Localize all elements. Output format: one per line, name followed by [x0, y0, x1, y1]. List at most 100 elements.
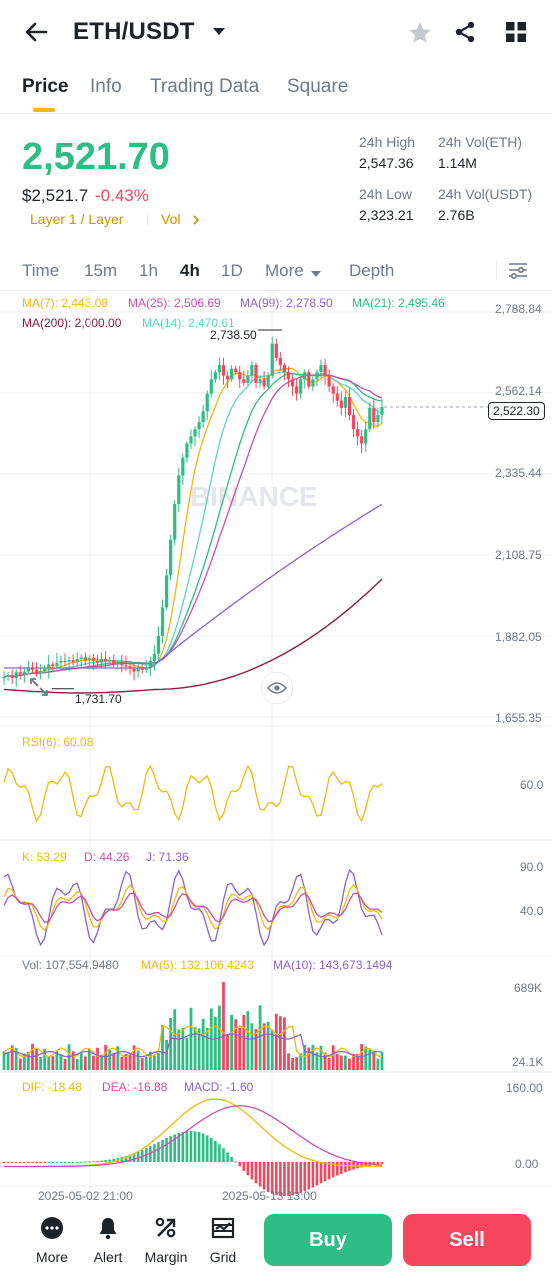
volume-bar — [193, 1027, 197, 1070]
kline-chart[interactable]: BINANCE — [0, 290, 552, 1202]
macd-bar — [209, 1137, 213, 1162]
layout-button[interactable] — [505, 21, 527, 48]
tf-more[interactable]: More — [265, 261, 304, 280]
candle — [51, 664, 55, 667]
candle — [59, 660, 63, 663]
macd-bar — [92, 1161, 95, 1163]
candle — [108, 660, 112, 662]
macd-bar — [14, 1162, 18, 1163]
active-tab-indicator — [33, 108, 55, 112]
macd-bar — [39, 1162, 42, 1163]
sell-button[interactable]: Sell — [403, 1214, 531, 1266]
candle — [303, 372, 307, 380]
macd-bar — [2, 1162, 6, 1163]
macd-bar — [303, 1162, 307, 1192]
favorite-button[interactable] — [407, 20, 433, 51]
volume-bar — [299, 1053, 303, 1070]
macd-bar — [205, 1135, 209, 1162]
kdj-d-label: D: 44.26 — [84, 850, 130, 864]
chevron-right-icon — [192, 213, 200, 231]
kdj-axis-1: 40.0 — [520, 904, 544, 918]
dropdown-caret-icon — [213, 28, 225, 35]
macd-bar — [63, 1161, 67, 1163]
macd-bar — [169, 1136, 172, 1162]
macd-bar — [31, 1162, 34, 1163]
nav-margin[interactable]: Margin — [143, 1216, 189, 1265]
tab-trading-data[interactable]: Trading Data — [150, 76, 260, 97]
candle — [136, 667, 140, 672]
macd-axis-0: 160.00 — [506, 1081, 543, 1095]
macd-bar — [250, 1162, 254, 1180]
vol-ma5-line — [3, 1025, 383, 1058]
buy-button[interactable]: Buy — [264, 1214, 392, 1266]
pair-title[interactable]: ETH/USDT — [73, 18, 195, 45]
volume-bar — [197, 1028, 201, 1070]
candle — [335, 393, 339, 401]
volume-bar — [22, 1053, 26, 1070]
vol-eth-label: 24h Vol(ETH) — [438, 134, 523, 150]
candle — [26, 668, 31, 672]
macd-bar — [47, 1161, 51, 1163]
tf-1h[interactable]: 1h — [139, 261, 158, 280]
high-value: 2,547.36 — [359, 155, 414, 171]
candles — [2, 336, 384, 688]
volume-bar — [63, 1059, 67, 1070]
macd-bar — [323, 1162, 327, 1182]
low-value: 2,323.21 — [359, 207, 414, 223]
rsi-line — [3, 764, 383, 823]
macd-bar — [376, 1162, 380, 1165]
volume-bar — [104, 1045, 108, 1070]
volume-bar — [372, 1050, 376, 1070]
tab-square[interactable]: Square — [287, 76, 349, 97]
expand-button[interactable] — [28, 676, 50, 703]
visibility-toggle[interactable] — [261, 672, 293, 704]
candle — [254, 365, 258, 383]
back-button[interactable] — [22, 20, 50, 44]
pair-dropdown[interactable] — [211, 24, 227, 45]
nav-alert[interactable]: Alert — [90, 1216, 126, 1265]
tag-divider — [147, 212, 148, 226]
volume-bar — [315, 1052, 319, 1070]
price-axis-1: 2,562.14 — [495, 384, 542, 398]
vol-link[interactable]: Vol — [161, 211, 181, 227]
candle — [372, 407, 376, 423]
macd-bar — [59, 1161, 63, 1163]
nav-grid-label: Grid — [209, 1249, 237, 1265]
candle — [262, 379, 266, 387]
candle — [18, 672, 22, 675]
macd-bar — [230, 1156, 233, 1162]
volume-bar — [161, 1025, 164, 1070]
tab-price[interactable]: Price — [22, 76, 69, 97]
macd-bar — [295, 1162, 298, 1195]
volume-bar — [213, 1016, 217, 1070]
tf-time[interactable]: Time — [22, 261, 60, 280]
price-usd: $2,521.7 — [22, 186, 89, 205]
category-tag[interactable]: Layer 1 / Layer — [30, 211, 124, 227]
macd-bar — [242, 1162, 246, 1171]
nav-more[interactable]: More — [34, 1216, 70, 1265]
volume-bar — [266, 1021, 270, 1070]
tf-15m[interactable]: 15m — [84, 261, 118, 280]
macd-bar — [254, 1162, 258, 1184]
macd-bar — [165, 1138, 168, 1162]
last-price: 2,521.70 — [22, 136, 170, 178]
macd-bar — [197, 1132, 201, 1162]
volume-bar — [262, 1023, 266, 1070]
volume-bar — [132, 1045, 136, 1070]
candle — [205, 393, 209, 412]
tf-depth[interactable]: Depth — [349, 261, 395, 280]
volume-bar — [144, 1056, 148, 1070]
rsi-axis: 60.0 — [520, 778, 544, 792]
candle — [246, 375, 250, 383]
chart-settings-button[interactable] — [508, 261, 528, 284]
candle — [225, 375, 230, 380]
tab-info[interactable]: Info — [90, 76, 122, 97]
macd-bar — [201, 1133, 205, 1162]
tf-1d[interactable]: 1D — [221, 261, 243, 280]
volume-bar — [205, 1027, 209, 1070]
macd-bar — [173, 1134, 177, 1162]
macd-bar — [335, 1162, 339, 1176]
tf-4h[interactable]: 4h — [180, 261, 200, 280]
share-button[interactable] — [453, 20, 477, 49]
nav-grid[interactable]: Grid — [205, 1216, 241, 1265]
